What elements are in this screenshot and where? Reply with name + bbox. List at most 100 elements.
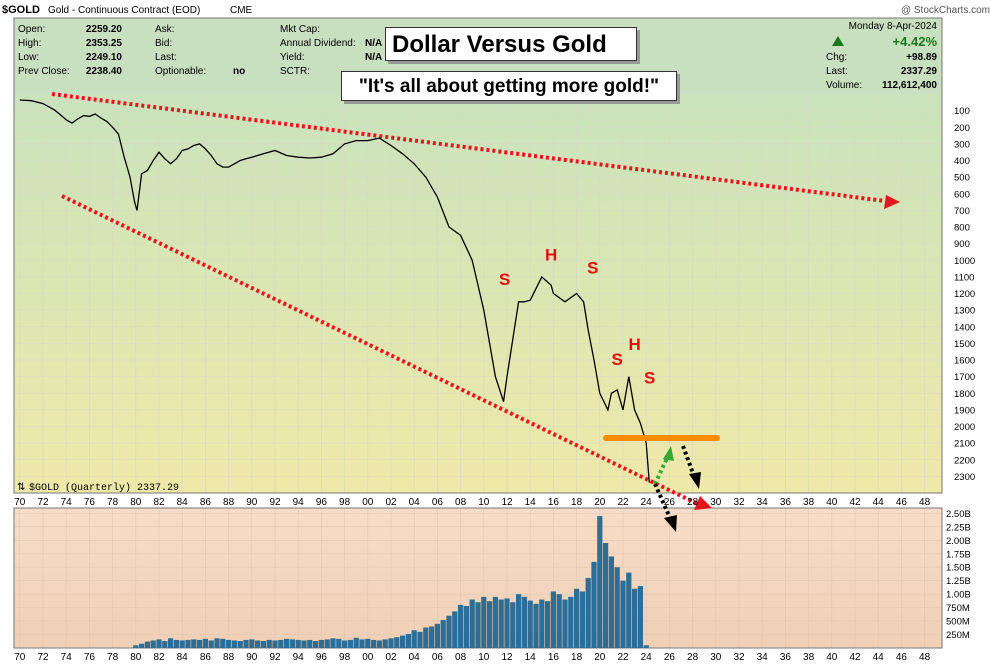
x-tick-label: 48 — [919, 652, 931, 663]
pattern-label: S — [612, 350, 623, 369]
x-tick-label: 82 — [153, 497, 165, 508]
header-field-label: Chg: — [826, 52, 847, 63]
volume-bar — [550, 591, 557, 648]
price-tick-label: 1400 — [954, 322, 975, 333]
x-tick-label: 04 — [409, 652, 421, 663]
volume-bar — [376, 640, 383, 648]
volume-bar — [544, 601, 551, 648]
volume-bar — [417, 631, 423, 648]
volume-bar — [208, 640, 214, 648]
volume-bar — [220, 638, 226, 648]
x-tick-label: 16 — [548, 652, 560, 663]
volume-bar — [452, 611, 458, 648]
pattern-label: S — [644, 368, 655, 387]
price-tick-label: 500 — [954, 173, 970, 184]
price-tick-label: 200 — [954, 123, 970, 134]
volume-bar — [196, 639, 203, 648]
x-tick-label: 74 — [61, 652, 73, 663]
volume-bar — [469, 599, 475, 648]
price-tick-label: 1900 — [954, 405, 975, 416]
x-tick-label: 32 — [733, 652, 745, 663]
x-tick-label: 70 — [14, 652, 26, 663]
symbol: $GOLD — [2, 4, 40, 16]
x-tick-label: 78 — [107, 652, 119, 663]
volume-tick-label: 2.25B — [946, 522, 971, 533]
x-tick-label: 30 — [710, 497, 722, 508]
volume-tick-label: 1.25B — [946, 576, 971, 587]
x-tick-label: 42 — [849, 497, 861, 508]
price-tick-label: 2100 — [954, 439, 975, 450]
volume-bar — [231, 640, 238, 648]
price-tick-label: 1000 — [954, 256, 975, 267]
header-field-value: 2238.40 — [86, 66, 123, 77]
x-tick-label: 76 — [84, 652, 96, 663]
volume-bar — [324, 639, 330, 648]
x-tick-label: 84 — [177, 497, 189, 508]
header-field-value: 2259.20 — [86, 24, 123, 35]
volume-bar — [515, 594, 522, 648]
x-tick-label: 08 — [455, 497, 467, 508]
volume-bar — [399, 635, 406, 648]
volume-bar — [585, 578, 591, 648]
volume-bar — [249, 639, 255, 648]
black-down-arrow-icon-1 — [689, 472, 701, 489]
volume-bar — [156, 639, 162, 648]
volume-bar — [341, 640, 348, 648]
header-field-label: Prev Close: — [18, 66, 70, 77]
volume-bar — [423, 627, 429, 648]
header-field-value: 2353.25 — [86, 38, 123, 49]
volume-bar — [428, 626, 435, 648]
header-fields: Open: 2259.20 High: 2353.25 Low: 2249.10 Prev … — [18, 24, 937, 91]
chart-quote: "It's all about getting more gold!" — [341, 71, 677, 101]
x-tick-label: 88 — [223, 497, 235, 508]
x-tick-label: 98 — [339, 652, 351, 663]
x-tick-label: 10 — [478, 497, 490, 508]
x-tick-label: 96 — [316, 652, 328, 663]
volume-bar — [150, 640, 156, 648]
volume-bar — [481, 596, 487, 648]
price-tick-label: 400 — [954, 156, 970, 167]
pattern-label: H — [628, 335, 640, 354]
x-tick-label: 94 — [293, 497, 305, 508]
x-tick-label: 46 — [896, 652, 908, 663]
x-tick-label: 92 — [269, 652, 281, 663]
x-tick-label: 28 — [687, 652, 699, 663]
x-tick-label: 34 — [757, 497, 769, 508]
x-tick-label: 26 — [664, 652, 676, 663]
header-field-label: Last: — [826, 66, 848, 77]
x-tick-label: 44 — [873, 497, 885, 508]
x-tick-label: 28 — [687, 497, 699, 508]
x-tick-label: 72 — [37, 652, 49, 663]
x-tick-label: 12 — [501, 497, 513, 508]
header-field-label: Volume: — [826, 80, 862, 91]
volume-bar — [133, 645, 139, 648]
trend-lines — [51, 92, 900, 510]
x-tick-label: 40 — [826, 652, 838, 663]
volume-tick-label: 2.50B — [946, 509, 971, 520]
header-field-value: N/A — [365, 38, 382, 49]
price-tick-label: 1500 — [954, 339, 975, 350]
volume-bar — [463, 606, 470, 648]
volume-bar — [602, 543, 609, 648]
x-tick-label: 42 — [849, 652, 861, 663]
volume-bar — [568, 596, 574, 648]
price-tick-label: 900 — [954, 239, 970, 250]
x-tick-label: 08 — [455, 652, 467, 663]
volume-bar — [214, 638, 220, 648]
lower-trend-line — [61, 194, 701, 507]
volume-axis: 250M 500M 750M 1.00B 1.25B 1.50B 1.75B 2.00B 2.2… — [946, 509, 971, 641]
x-tick-label: 02 — [385, 652, 397, 663]
volume-bar — [631, 588, 638, 648]
volume-bar — [486, 601, 493, 648]
header-field-value: N/A — [365, 52, 382, 63]
volume-bar — [144, 641, 151, 648]
price-line — [19, 99, 650, 483]
volume-bar — [614, 567, 620, 648]
header-field-label: Open: — [18, 24, 45, 35]
price-tick-label: 2000 — [954, 422, 975, 433]
header-field-label: SCTR: — [280, 66, 310, 77]
header-field-value: 2337.29 — [901, 66, 938, 77]
price-tick-label: 2300 — [954, 472, 975, 483]
volume-bar — [162, 641, 168, 648]
x-tick-label: 30 — [710, 652, 722, 663]
